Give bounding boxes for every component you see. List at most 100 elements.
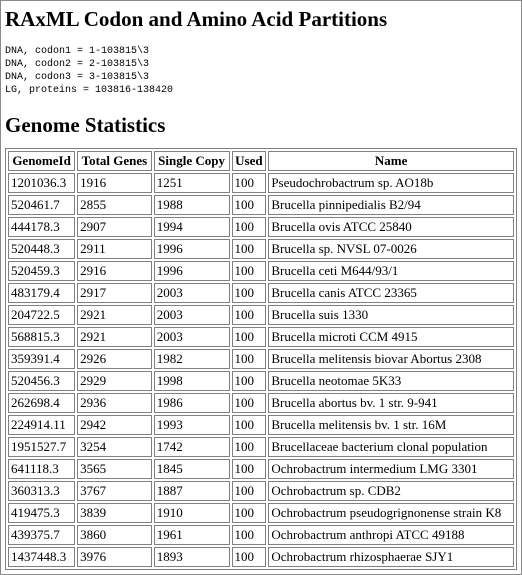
cell-genome-id: 439375.7 xyxy=(8,525,76,545)
partition-line: DNA, codon1 = 1-103815\3 xyxy=(5,46,150,57)
cell-name: Brucella sp. NVSL 07-0026 xyxy=(268,239,514,259)
cell-genome-id: 359391.4 xyxy=(8,349,76,369)
cell-single-copy: 1986 xyxy=(153,393,230,413)
cell-genome-id: 520456.3 xyxy=(8,371,76,391)
cell-genome-id: 262698.4 xyxy=(8,393,76,413)
genome-statistics-table: GenomeId Total Genes Single Copy Used Na… xyxy=(5,148,517,570)
cell-total-genes: 1916 xyxy=(77,173,152,193)
cell-genome-id: 419475.3 xyxy=(8,503,76,523)
cell-name: Ochrobactrum anthropi ATCC 49188 xyxy=(268,525,514,545)
cell-total-genes: 3860 xyxy=(77,525,152,545)
cell-name: Brucella abortus bv. 1 str. 9-941 xyxy=(268,393,514,413)
cell-total-genes: 2926 xyxy=(77,349,152,369)
cell-used: 100 xyxy=(231,217,267,237)
cell-used: 100 xyxy=(231,459,267,479)
cell-genome-id: 1951527.7 xyxy=(8,437,76,457)
table-row: 419475.3 3839 1910 100 Ochrobactrum pseudogr… xyxy=(8,503,514,523)
cell-used: 100 xyxy=(231,393,267,413)
cell-used: 100 xyxy=(231,283,267,303)
table-row: 204722.5 2921 2003 100 Brucella suis 1330 xyxy=(8,305,514,325)
cell-total-genes: 2921 xyxy=(77,327,152,347)
cell-used: 100 xyxy=(231,525,267,545)
cell-single-copy: 1742 xyxy=(153,437,230,457)
table-row: 1437448.3 3976 1893 100 Ochrobactrum rhizosp… xyxy=(8,547,514,567)
cell-total-genes: 3254 xyxy=(77,437,152,457)
cell-name: Brucella neotomae 5K33 xyxy=(268,371,514,391)
header-total-genes: Total Genes xyxy=(77,151,152,171)
cell-name: Ochrobactrum intermedium LMG 3301 xyxy=(268,459,514,479)
table-row: 1201036.3 1916 1251 100 Pseudochrobactrum sp… xyxy=(8,173,514,193)
header-genome-id: GenomeId xyxy=(8,151,76,171)
cell-name: Brucella melitensis bv. 1 str. 16M xyxy=(268,415,514,435)
cell-total-genes: 3839 xyxy=(77,503,152,523)
cell-used: 100 xyxy=(231,195,267,215)
table-row: 568815.3 2921 2003 100 Brucella microti CCM … xyxy=(8,327,514,347)
cell-used: 100 xyxy=(231,327,267,347)
cell-total-genes: 2916 xyxy=(77,261,152,281)
partition-line: DNA, codon3 = 3-103815\3 xyxy=(5,72,150,83)
cell-name: Brucella pinnipedialis B2/94 xyxy=(268,195,514,215)
table-row: 520448.3 2911 1996 100 Brucella sp. NVSL 07-… xyxy=(8,239,514,259)
cell-genome-id: 520461.7 xyxy=(8,195,76,215)
cell-single-copy: 2003 xyxy=(153,305,230,325)
header-name: Name xyxy=(268,151,514,171)
cell-single-copy: 1996 xyxy=(153,261,230,281)
cell-name: Ochrobactrum sp. CDB2 xyxy=(268,481,514,501)
genome-statistics-heading: Genome Statistics xyxy=(5,113,166,137)
cell-single-copy: 1251 xyxy=(153,173,230,193)
table-row: 262698.4 2936 1986 100 Brucella abortus bv. … xyxy=(8,393,514,413)
cell-total-genes: 2911 xyxy=(77,239,152,259)
cell-name: Ochrobactrum rhizosphaerae SJY1 xyxy=(268,547,514,567)
cell-genome-id: 444178.3 xyxy=(8,217,76,237)
cell-name: Pseudochrobactrum sp. AO18b xyxy=(268,173,514,193)
cell-name: Brucella melitensis biovar Abortus 2308 xyxy=(268,349,514,369)
cell-name: Brucella ceti M644/93/1 xyxy=(268,261,514,281)
cell-used: 100 xyxy=(231,415,267,435)
table-row: 360313.3 3767 1887 100 Ochrobactrum sp. CDB2 xyxy=(8,481,514,501)
cell-single-copy: 1961 xyxy=(153,525,230,545)
cell-genome-id: 520448.3 xyxy=(8,239,76,259)
cell-total-genes: 3767 xyxy=(77,481,152,501)
partition-line: LG, proteins = 103816-138420 xyxy=(5,85,174,96)
cell-genome-id: 1201036.3 xyxy=(8,173,76,193)
cell-name: Brucella ovis ATCC 25840 xyxy=(268,217,514,237)
cell-name: Ochrobactrum pseudogrignonense strain K8 xyxy=(268,503,514,523)
cell-total-genes: 3565 xyxy=(77,459,152,479)
cell-used: 100 xyxy=(231,261,267,281)
header-single-copy: Single Copy xyxy=(153,151,230,171)
cell-single-copy: 1994 xyxy=(153,217,230,237)
cell-single-copy: 1996 xyxy=(153,239,230,259)
cell-genome-id: 204722.5 xyxy=(8,305,76,325)
cell-used: 100 xyxy=(231,481,267,501)
table-row: 1951527.7 3254 1742 100 Brucellaceae bacteri… xyxy=(8,437,514,457)
cell-used: 100 xyxy=(231,503,267,523)
cell-total-genes: 2936 xyxy=(77,393,152,413)
cell-single-copy: 1982 xyxy=(153,349,230,369)
table-row: 641118.3 3565 1845 100 Ochrobactrum intermed… xyxy=(8,459,514,479)
cell-single-copy: 1845 xyxy=(153,459,230,479)
cell-name: Brucellaceae bacterium clonal population xyxy=(268,437,514,457)
cell-genome-id: 1437448.3 xyxy=(8,547,76,567)
cell-single-copy: 1988 xyxy=(153,195,230,215)
cell-used: 100 xyxy=(231,239,267,259)
cell-used: 100 xyxy=(231,437,267,457)
table-row: 439375.7 3860 1961 100 Ochrobactrum anthropi… xyxy=(8,525,514,545)
partition-list: DNA, codon1 = 1-103815\3 DNA, codon2 = 2… xyxy=(5,45,517,97)
cell-single-copy: 1893 xyxy=(153,547,230,567)
cell-single-copy: 1993 xyxy=(153,415,230,435)
table-row: 483179.4 2917 2003 100 Brucella canis ATCC 2… xyxy=(8,283,514,303)
cell-total-genes: 3976 xyxy=(77,547,152,567)
cell-single-copy: 1998 xyxy=(153,371,230,391)
cell-single-copy: 1887 xyxy=(153,481,230,501)
cell-total-genes: 2921 xyxy=(77,305,152,325)
cell-genome-id: 641118.3 xyxy=(8,459,76,479)
cell-genome-id: 520459.3 xyxy=(8,261,76,281)
partition-line: DNA, codon2 = 2-103815\3 xyxy=(5,59,150,70)
cell-used: 100 xyxy=(231,349,267,369)
cell-used: 100 xyxy=(231,305,267,325)
table-body: 1201036.3 1916 1251 100 Pseudochrobactrum sp… xyxy=(8,173,514,567)
table-row: 224914.11 2942 1993 100 Brucella melitensis … xyxy=(8,415,514,435)
cell-genome-id: 568815.3 xyxy=(8,327,76,347)
table-row: 520461.7 2855 1988 100 Brucella pinnipediali… xyxy=(8,195,514,215)
header-used: Used xyxy=(231,151,267,171)
